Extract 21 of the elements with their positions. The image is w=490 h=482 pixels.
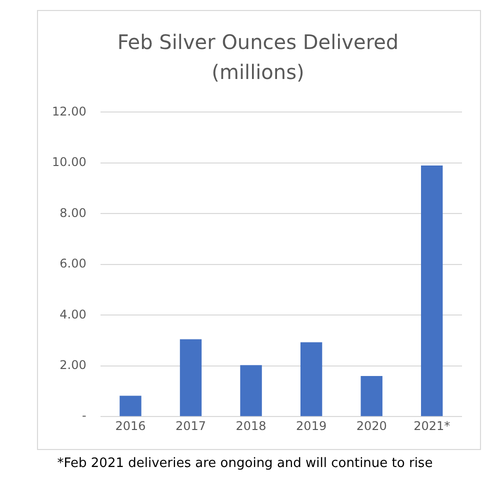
- x-tick-label: 2017: [175, 418, 206, 433]
- y-tick-label: 2.00: [60, 358, 86, 372]
- x-tick-label: 2021*: [414, 418, 450, 433]
- bar: [300, 342, 322, 416]
- x-tick-label: 2016: [115, 418, 146, 433]
- bar: [360, 376, 382, 416]
- y-tick-label: 8.00: [60, 206, 86, 220]
- bar: [180, 339, 202, 416]
- x-tick-label: 2020: [356, 418, 387, 433]
- x-tick-label: 2019: [296, 418, 327, 433]
- y-tick-label: 12.00: [52, 104, 86, 118]
- y-tick-label: 10.00: [52, 155, 86, 170]
- bar: [240, 365, 262, 416]
- y-tick-label: 6.00: [60, 256, 86, 271]
- chart-title: Feb Silver Ounces Delivered (millions): [116, 29, 400, 86]
- y-tick-label: 4.00: [60, 307, 86, 322]
- bar: [120, 396, 142, 416]
- text: *Feb 2021 deliveries are ongoing and will continue to rise: [56, 456, 434, 471]
- y-tick-label: -: [82, 408, 86, 423]
- bar: [421, 165, 443, 416]
- x-tick-label: 2018: [236, 418, 266, 433]
